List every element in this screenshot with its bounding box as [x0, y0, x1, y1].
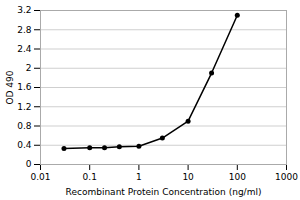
svg-text:1: 1 [136, 172, 142, 182]
svg-text:2.4: 2.4 [17, 44, 32, 54]
svg-text:OD 490: OD 490 [5, 70, 15, 104]
svg-text:0: 0 [26, 159, 32, 169]
svg-text:1.6: 1.6 [17, 82, 32, 92]
svg-text:2: 2 [26, 63, 32, 73]
svg-text:3.2: 3.2 [17, 5, 31, 15]
svg-text:Recombinant Protein Concentrat: Recombinant Protein Concentration (ng/ml… [66, 187, 262, 197]
svg-text:0.01: 0.01 [30, 172, 50, 182]
svg-text:0.4: 0.4 [17, 140, 32, 150]
svg-text:0.8: 0.8 [17, 121, 32, 131]
svg-text:1000: 1000 [275, 172, 298, 182]
svg-text:10: 10 [182, 172, 194, 182]
svg-text:1.2: 1.2 [17, 102, 31, 112]
svg-text:2.8: 2.8 [17, 25, 32, 35]
svg-text:100: 100 [229, 172, 246, 182]
svg-text:0.1: 0.1 [83, 172, 97, 182]
